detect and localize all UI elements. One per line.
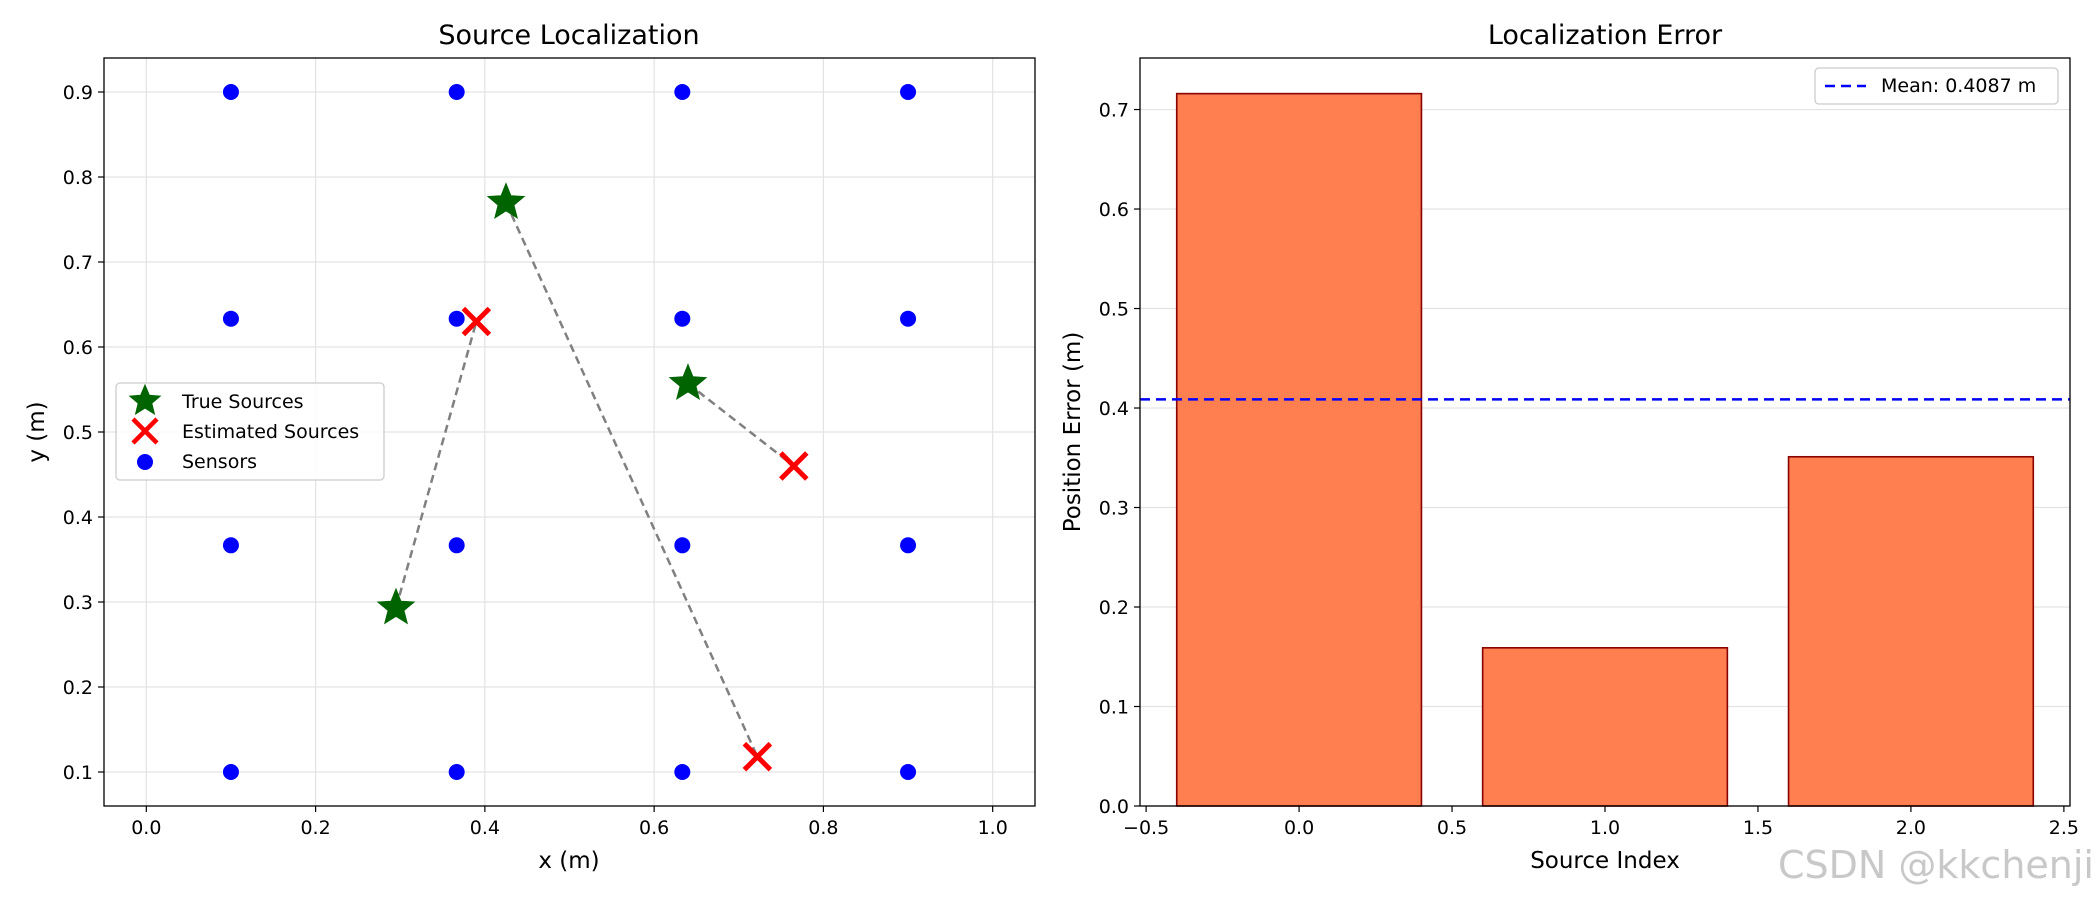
connector-line <box>687 382 795 467</box>
sensor-points <box>222 84 917 780</box>
connector-line <box>394 321 478 609</box>
sensor-point <box>222 310 239 327</box>
left-x-tick-label: 0.2 <box>300 817 330 839</box>
left-y-tick-label: 0.9 <box>63 82 93 104</box>
right-legend: Mean: 0.4087 m <box>1814 67 2059 105</box>
left-x-tick-label: 0.8 <box>808 817 838 839</box>
right-x-tick-label: 1.0 <box>1590 817 1620 839</box>
left-x-axis-label: x (m) <box>538 848 599 874</box>
sensor-point <box>222 84 239 100</box>
right-x-tick-label: −0.5 <box>1123 817 1169 839</box>
estimated-source-x <box>461 306 492 337</box>
left-x-tick-label: 1.0 <box>978 817 1008 839</box>
right-y-axis-label: Position Error (m) <box>1060 332 1086 533</box>
right-y-tick-label: 0.0 <box>1099 796 1129 818</box>
sensor-point <box>448 764 465 780</box>
left-x-tick-label: 0.4 <box>470 817 500 839</box>
estimated-source-x <box>779 451 809 481</box>
left-x-tick-label: 0.0 <box>131 817 161 839</box>
right-y-tick-label: 0.7 <box>1099 100 1129 122</box>
left-legend: True Sources Estimated Sources Sensors <box>115 382 385 481</box>
left-grid <box>104 58 1035 806</box>
right-x-ticks: −0.5 0.0 0.5 1.0 1.5 2.0 2.5 <box>1123 806 2079 839</box>
right-x-axis-label: Source Index <box>1530 848 1680 874</box>
true-source-points <box>376 182 708 625</box>
sensor-point <box>900 310 917 327</box>
estimated-source-points <box>461 306 809 772</box>
right-y-tick-label: 0.1 <box>1099 697 1129 719</box>
sensor-point <box>900 764 917 780</box>
left-y-tick-label: 0.6 <box>63 337 93 359</box>
right-chart-title: Localization Error <box>1488 20 1723 51</box>
right-x-tick-label: 1.5 <box>1743 817 1773 839</box>
right-y-tick-label: 0.6 <box>1099 199 1129 221</box>
right-y-tick-label: 0.5 <box>1099 299 1129 321</box>
right-x-tick-label: 0.5 <box>1437 817 1467 839</box>
connector-line <box>504 201 759 758</box>
legend-mean-label: Mean: 0.4087 m <box>1881 75 2036 97</box>
left-y-tick-label: 0.2 <box>63 677 93 699</box>
left-y-tick-label: 0.4 <box>63 507 93 529</box>
source-localization-panel: 0.0 0.2 0.4 0.6 0.8 1.0 0.1 0.2 0.3 0.4 0.5 0.6 0.7… <box>24 20 1036 874</box>
left-y-tick-label: 0.8 <box>63 167 93 189</box>
sensor-point <box>674 764 691 780</box>
right-x-tick-label: 2.0 <box>1896 817 1926 839</box>
watermark: CSDN @kkchenji <box>1778 843 2094 887</box>
connector-lines <box>394 201 795 758</box>
left-x-ticks: 0.0 0.2 0.4 0.6 0.8 1.0 <box>131 806 1008 839</box>
true-source-star <box>668 363 708 400</box>
error-bar <box>1481 647 1729 807</box>
sensor-point <box>448 537 465 554</box>
right-y-tick-label: 0.4 <box>1099 398 1129 420</box>
sensor-point <box>448 84 465 100</box>
right-y-ticks: 0.0 0.1 0.2 0.3 0.4 0.5 0.6 0.7 <box>1099 100 1140 818</box>
sensor-point <box>448 310 465 327</box>
right-y-tick-label: 0.2 <box>1099 597 1129 619</box>
left-y-ticks: 0.1 0.2 0.3 0.4 0.5 0.6 0.7 0.8 0.9 <box>63 82 104 784</box>
sensor-point <box>674 84 691 100</box>
right-x-tick-label: 2.5 <box>2049 817 2079 839</box>
legend-sensors-marker <box>137 454 153 470</box>
left-y-tick-label: 0.1 <box>63 762 93 784</box>
legend-estimated-sources-marker <box>131 417 159 445</box>
error-bar <box>1175 92 1423 807</box>
right-y-tick-label: 0.3 <box>1099 498 1129 520</box>
left-y-tick-label: 0.5 <box>63 422 93 444</box>
error-bars <box>1175 92 2035 807</box>
left-y-tick-label: 0.3 <box>63 592 93 614</box>
localization-error-panel: −0.5 0.0 0.5 1.0 1.5 2.0 2.5 0.00.10.20.30.40.… <box>1060 20 2079 874</box>
right-x-tick-label: 0.0 <box>1284 817 1314 839</box>
sensor-point <box>900 537 917 554</box>
sensor-point <box>900 84 917 100</box>
error-bar <box>1787 455 2035 807</box>
estimated-source-x <box>742 741 773 772</box>
sensor-point <box>674 537 691 554</box>
legend-true-sources-label: True Sources <box>181 391 304 413</box>
sensor-point <box>674 310 691 327</box>
true-source-star <box>376 587 416 625</box>
left-y-tick-label: 0.7 <box>63 252 93 274</box>
legend-true-sources-marker <box>128 383 162 415</box>
true-source-star <box>486 182 526 219</box>
left-y-axis-label: y (m) <box>24 401 50 462</box>
left-chart-title: Source Localization <box>438 20 699 51</box>
legend-sensors-label: Sensors <box>182 451 257 473</box>
sensor-point <box>222 764 239 780</box>
sensor-point <box>222 537 239 554</box>
left-x-tick-label: 0.6 <box>639 817 669 839</box>
legend-estimated-sources-label: Estimated Sources <box>182 421 359 443</box>
